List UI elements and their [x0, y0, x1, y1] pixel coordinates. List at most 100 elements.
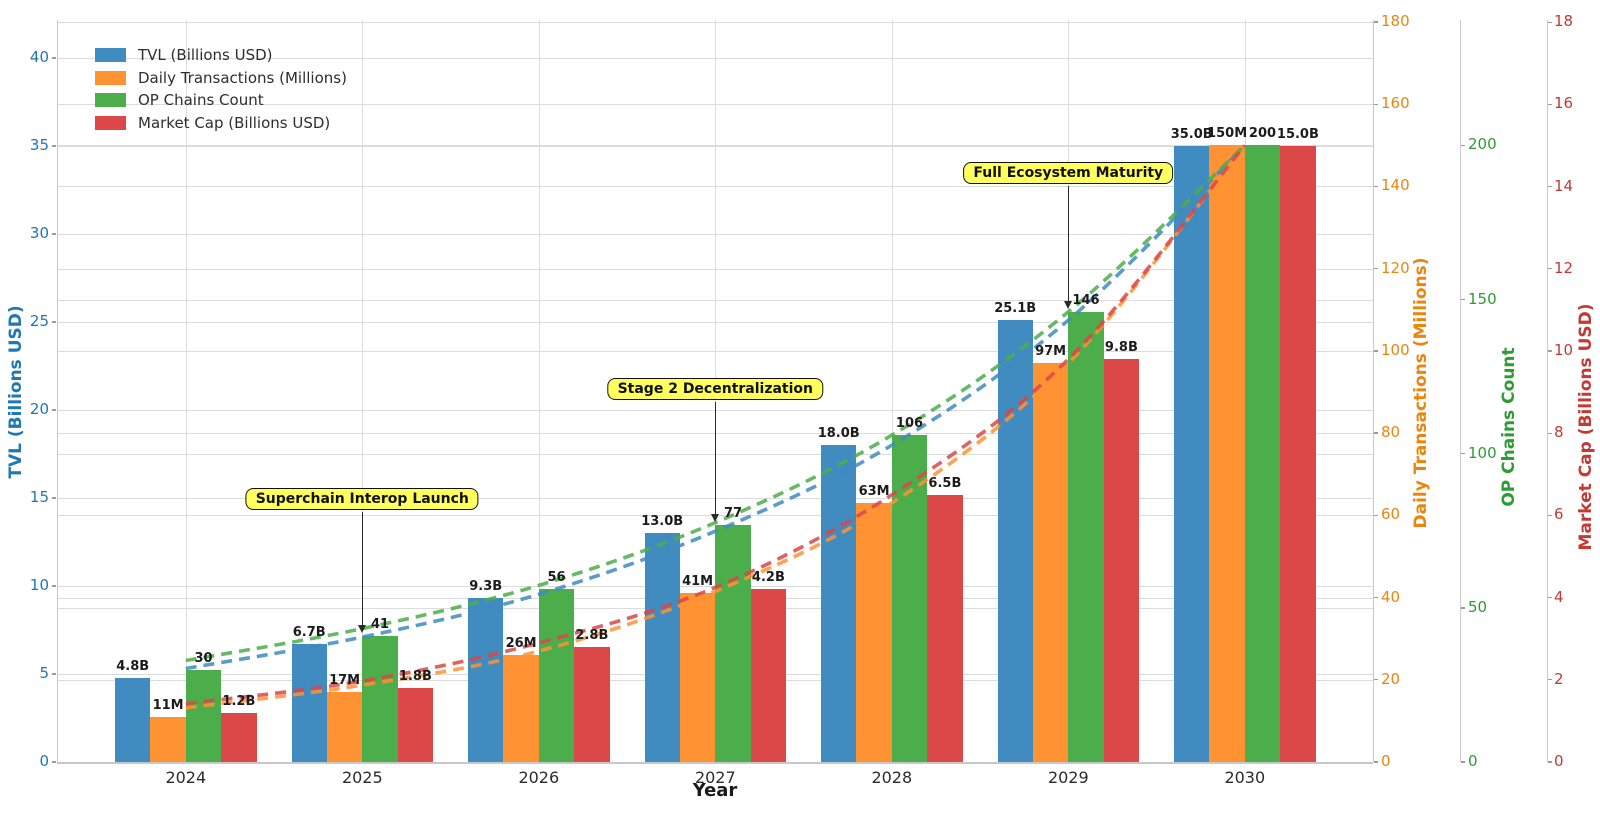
y-tick-right: 20: [1381, 669, 1401, 688]
tick-mark: [52, 673, 56, 675]
tick-mark: [1548, 596, 1552, 599]
bar-label: 9.3B: [469, 579, 503, 595]
tick-mark: [1461, 761, 1465, 763]
y-axis-title-transactions: Daily Transactions (Millions): [1411, 257, 1431, 529]
y-axis-title-marketcap: Market Cap (Billions USD): [1576, 303, 1596, 551]
bar-tvl-billions-usd--2024: [115, 677, 151, 762]
bar-market-cap-billions-usd--2030: [1280, 145, 1316, 762]
y-tick-right: 16: [1554, 94, 1574, 113]
gridline-h: [57, 104, 1373, 106]
y-tick-right: 80: [1381, 423, 1401, 442]
y-tick-right: 120: [1381, 258, 1410, 277]
y-tick-right: 180: [1381, 12, 1410, 31]
left-spine: [57, 20, 59, 762]
bar-label: 41M: [682, 574, 714, 590]
y-axis-title-chains: OP Chains Count: [1499, 347, 1519, 507]
annotation-box: Stage 2 Decentralization: [607, 378, 824, 400]
legend-item: Daily Transactions (Millions): [95, 67, 347, 90]
y-tick-right: 18: [1554, 12, 1574, 31]
bar-label: 9.8B: [1104, 340, 1138, 356]
right-spine-3: [1547, 20, 1549, 762]
legend-label: TVL (Billions USD): [138, 46, 273, 65]
tick-mark: [1548, 679, 1552, 681]
tick-mark: [1461, 298, 1465, 301]
tick-mark: [52, 145, 56, 147]
bar-label: 2.8B: [575, 627, 609, 643]
tick-mark: [52, 321, 56, 323]
gridline-h: [57, 22, 1373, 24]
bar-label: 15.0B: [1276, 126, 1319, 142]
y-tick-left: 40: [29, 48, 49, 66]
legend: TVL (Billions USD) Daily Transactions (Mi…: [95, 44, 347, 134]
tick-mark: [1548, 514, 1552, 517]
y-tick-right: 10: [1554, 341, 1574, 359]
legend-item: Market Cap (Billions USD): [95, 112, 347, 135]
annotation-box: Full Ecosystem Maturity: [963, 162, 1174, 184]
y-tick-left: 20: [29, 400, 49, 418]
annotation-arrow-head: [1063, 300, 1072, 309]
x-tick-label: 2026: [518, 768, 560, 787]
tick-mark: [1374, 267, 1378, 270]
tick-mark: [1374, 596, 1378, 599]
bar-label: 4.8B: [116, 658, 150, 674]
bar-value-labels: 4.8B 6.7B 9.3B 13.0B 18.0B 25.1B 35.0B 11M 17M 26…: [57, 20, 1373, 762]
plot-area: 4.8B 6.7B 9.3B 13.0B 18.0B 25.1B 35.0B 11M 17M 26…: [57, 20, 1373, 762]
y-tick-right: 14: [1554, 176, 1574, 195]
bar-daily-transactions-millions--2024: [150, 716, 186, 762]
bar-label: 30: [194, 650, 213, 666]
tick-mark: [52, 761, 56, 763]
bar-label: 77: [723, 505, 743, 521]
bar-label: 150M: [1207, 126, 1248, 142]
bar-label: 56: [547, 570, 566, 586]
bar-label: 6.5B: [928, 475, 962, 491]
y-tick-right: 160: [1381, 94, 1410, 113]
tick-mark: [1374, 185, 1378, 188]
tick-mark: [1374, 679, 1378, 681]
annotation-arrow-head: [710, 513, 719, 522]
x-tick-label: 2028: [871, 768, 913, 787]
tick-mark: [1374, 350, 1378, 352]
bar-label: 63M: [858, 484, 890, 499]
y-tick-left: 15: [29, 488, 49, 506]
x-axis-title: Year: [692, 780, 738, 801]
legend-label: Market Cap (Billions USD): [138, 114, 331, 133]
y-tick-right: 0: [1468, 752, 1478, 770]
y-tick-right: 2: [1554, 669, 1564, 688]
x-tick-label: 2029: [1047, 768, 1089, 787]
bottom-spine: [57, 762, 1373, 764]
bar-label: 97M: [1035, 344, 1067, 360]
y-tick-right: 8: [1554, 423, 1564, 442]
y-axis-title-tvl: TVL (Billions USD): [6, 305, 26, 479]
bar-label: 4.2B: [751, 570, 785, 586]
legend-label: OP Chains Count: [138, 91, 264, 110]
annotation-arrow-head: [357, 624, 366, 633]
y-tick-left: 25: [29, 312, 49, 330]
y-tick-right: 100: [1381, 340, 1410, 359]
tick-mark: [52, 497, 56, 499]
tick-mark: [1374, 514, 1378, 517]
bar-label: 35.0B: [1170, 127, 1213, 142]
tick-mark: [1374, 761, 1378, 763]
y-tick-left: 5: [39, 664, 49, 682]
right-spine-1: [1373, 20, 1375, 762]
y-tick-left: 30: [29, 224, 49, 242]
annotation-arrow-line: [361, 512, 363, 625]
x-tick-label: 2025: [341, 768, 383, 787]
tick-mark: [1374, 21, 1378, 23]
tick-mark: [1548, 432, 1552, 434]
legend-item: OP Chains Count: [95, 89, 347, 112]
bar-label: 6.7B: [292, 625, 326, 641]
y-tick-right: 200: [1468, 135, 1497, 154]
bar-label: 11M: [152, 697, 184, 713]
tick-mark: [52, 409, 56, 411]
tick-mark: [1548, 103, 1552, 106]
annotation-arrow-line: [1067, 186, 1069, 301]
y-tick-right: 50: [1468, 597, 1488, 616]
legend-swatch: [95, 70, 126, 85]
bar-label: 25.1B: [994, 301, 1037, 317]
legend-label: Daily Transactions (Millions): [138, 68, 347, 87]
annotation-arrow-line: [714, 402, 716, 514]
y-tick-left: 10: [29, 576, 49, 594]
y-tick-right: 150: [1468, 289, 1497, 308]
